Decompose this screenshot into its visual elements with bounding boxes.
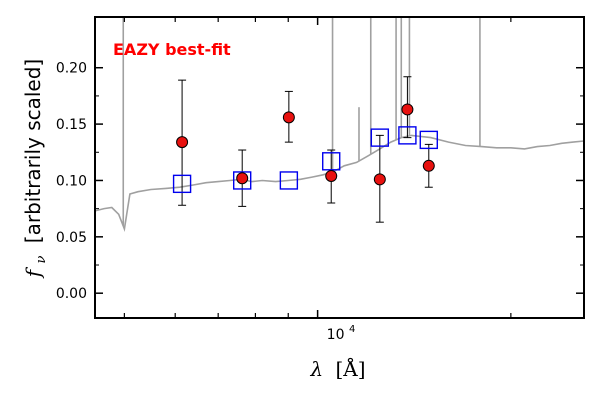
y-tick-label: 0.15 xyxy=(56,117,87,133)
plot-area xyxy=(95,17,584,232)
x-axis-label: λ [Å] xyxy=(309,356,365,381)
y-tick-label: 0.00 xyxy=(56,286,87,302)
observed-point xyxy=(176,136,189,149)
model-square xyxy=(233,171,252,190)
x-tick-base: 10 xyxy=(327,327,345,343)
model-square xyxy=(172,174,192,194)
y-tick-labels: 0.00 0.05 0.10 0.15 0.20 xyxy=(56,61,87,302)
annotation-label: EAZY best-fit xyxy=(113,40,231,59)
observed-photometry xyxy=(176,103,435,186)
error-bars xyxy=(178,76,433,223)
template-spectrum-line xyxy=(95,134,584,232)
observed-point xyxy=(373,173,386,186)
y-axis-subscript: ν xyxy=(34,255,49,263)
y-tick-label: 0.20 xyxy=(56,61,87,77)
x-axis-symbol: λ xyxy=(309,357,323,381)
observed-point xyxy=(325,169,338,182)
y-tick-label: 0.05 xyxy=(56,230,87,246)
plot-frame xyxy=(94,16,585,319)
x-axis-unit: [Å] xyxy=(335,356,365,381)
x-tick-exponent: 4 xyxy=(349,324,355,335)
model-photometry xyxy=(172,126,438,194)
model-square xyxy=(322,152,341,171)
y-axis-symbol: f xyxy=(21,266,45,279)
x-tick-label-major: 10 4 xyxy=(327,324,356,343)
template-spectrum xyxy=(95,17,584,232)
observed-point xyxy=(282,111,295,124)
y-axis-text: [arbitrarily scaled] xyxy=(21,59,45,243)
observed-point xyxy=(401,103,414,116)
model-square xyxy=(419,130,438,150)
observed-point xyxy=(236,172,249,185)
model-square xyxy=(398,126,417,145)
model-square xyxy=(370,128,390,147)
model-square xyxy=(279,171,299,190)
y-tick-label: 0.10 xyxy=(56,173,87,189)
y-axis-label: f ν [arbitrarily scaled] xyxy=(21,59,50,279)
observed-point xyxy=(422,159,435,172)
